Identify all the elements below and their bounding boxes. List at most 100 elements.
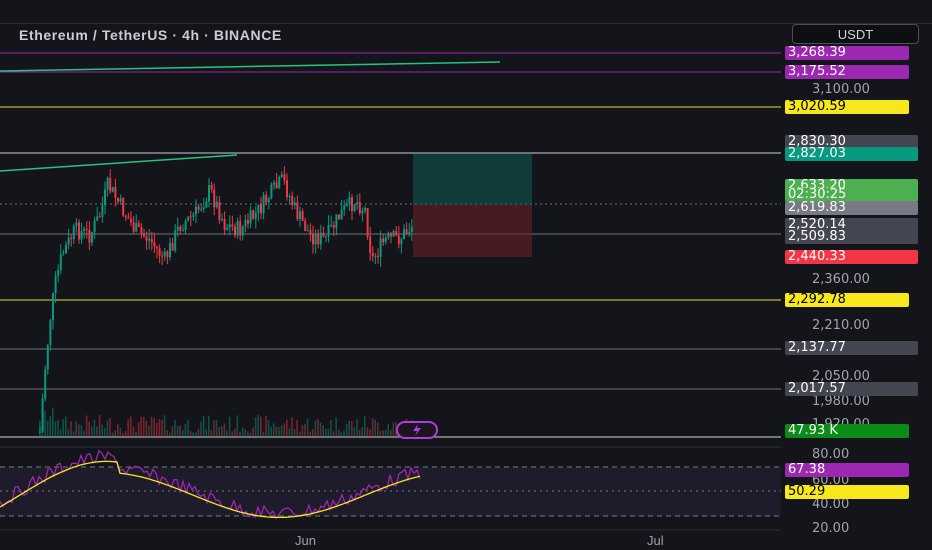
candle-body [148, 238, 151, 241]
volume-bar [46, 420, 49, 437]
candle-body [158, 248, 161, 256]
candle-body [397, 235, 400, 245]
volume-bar [364, 416, 366, 437]
volume-bar [158, 418, 161, 437]
candle-body [387, 233, 390, 238]
candle-body [293, 202, 296, 206]
volume-bar [88, 421, 90, 437]
candle-body [312, 233, 314, 245]
volume-bar [345, 424, 348, 437]
volume-bar [371, 418, 374, 437]
candle-body [408, 231, 411, 234]
price-tick: 1,980.00 [812, 394, 870, 409]
candle-body [91, 231, 93, 243]
header-divider [0, 23, 932, 24]
volume-bar [140, 416, 142, 437]
candle-body [257, 204, 260, 213]
volume-bar [130, 416, 132, 437]
volume-bar [197, 428, 200, 437]
candle-body [405, 229, 408, 234]
price-chart[interactable] [0, 24, 781, 550]
symbol-title[interactable]: Ethereum / TetherUS · 4h · BINANCE [19, 27, 282, 43]
candle-body [267, 198, 270, 203]
candle-body [260, 204, 262, 214]
volume-bar [234, 428, 236, 437]
volume-bar [304, 424, 306, 437]
volume-bar [179, 425, 181, 437]
candle-body [304, 220, 307, 232]
volume-bar [280, 425, 283, 437]
position-loss-zone [413, 205, 532, 257]
price-tag-2827: 2,827.03 [785, 147, 918, 161]
volume-tag: 47.93 K [785, 424, 909, 438]
volume-bar [241, 427, 244, 437]
candle-body [169, 242, 171, 258]
volume-bar [312, 428, 314, 437]
lightning-icon[interactable] [396, 421, 438, 439]
candle-body [265, 194, 268, 203]
volume-bar [122, 432, 124, 437]
volume-bar [156, 423, 158, 437]
volume-bar [252, 427, 254, 437]
candle-body [288, 195, 291, 198]
candle-body [384, 237, 387, 243]
volume-bar [239, 432, 241, 437]
volume-bar [85, 415, 88, 437]
candle-body [215, 201, 218, 208]
candle-body [205, 201, 208, 208]
candle-body [353, 204, 356, 212]
volume-bar [171, 425, 174, 437]
price-tag-2509: 2,509.83 [785, 230, 918, 244]
price-tick: 3,100.00 [812, 82, 870, 97]
volume-bar [109, 418, 111, 437]
volume-bar [254, 417, 257, 437]
candle-body [135, 223, 138, 232]
volume-bar [356, 419, 358, 437]
candle-body [132, 222, 135, 232]
volume-bar [189, 431, 192, 437]
volume-bar [335, 417, 337, 437]
candle-body [124, 215, 127, 217]
candle-body [96, 216, 99, 221]
volume-bar [293, 428, 296, 437]
volume-bar [98, 415, 101, 437]
candle-body [356, 202, 359, 205]
rsi-tick: 80.00 [812, 447, 850, 462]
candle-body [166, 251, 169, 258]
volume-bar [231, 431, 233, 437]
price-tag-2292: 2,292.78 [785, 293, 909, 307]
candle-body [192, 214, 195, 218]
candle-body [106, 177, 109, 190]
candle-body [377, 255, 379, 257]
candle-body [244, 219, 247, 227]
volume-bar [67, 428, 70, 437]
volume-bar [382, 430, 384, 437]
candle-body [78, 222, 80, 240]
price-tag-2440: 2,440.33 [785, 250, 918, 264]
volume-bar [228, 416, 231, 437]
candle-body [41, 398, 44, 432]
candle-body [345, 203, 348, 206]
candle-body [286, 180, 288, 198]
candle-body [83, 228, 86, 232]
volume-bar [200, 421, 202, 437]
candle-body [208, 185, 210, 202]
volume-bar [132, 426, 135, 437]
price-tag-2017: 2,017.57 [785, 382, 918, 396]
candle-body [75, 222, 78, 226]
candle-body [176, 226, 179, 231]
candle-body [54, 275, 57, 294]
volume-bar [49, 416, 51, 437]
time-label-jun: Jun [295, 533, 316, 548]
volume-bar [288, 428, 291, 437]
price-tag-2520: 2,520.14 [785, 218, 918, 232]
volume-bar [374, 419, 376, 437]
rsi-tick: 40.00 [812, 497, 850, 512]
currency-button[interactable]: USDT [792, 24, 919, 44]
candle-body [314, 233, 317, 245]
candle-body [239, 221, 242, 236]
candle-body [322, 232, 325, 237]
volume-bar [278, 427, 280, 437]
candle-body [127, 216, 130, 219]
candle-body [140, 226, 143, 234]
